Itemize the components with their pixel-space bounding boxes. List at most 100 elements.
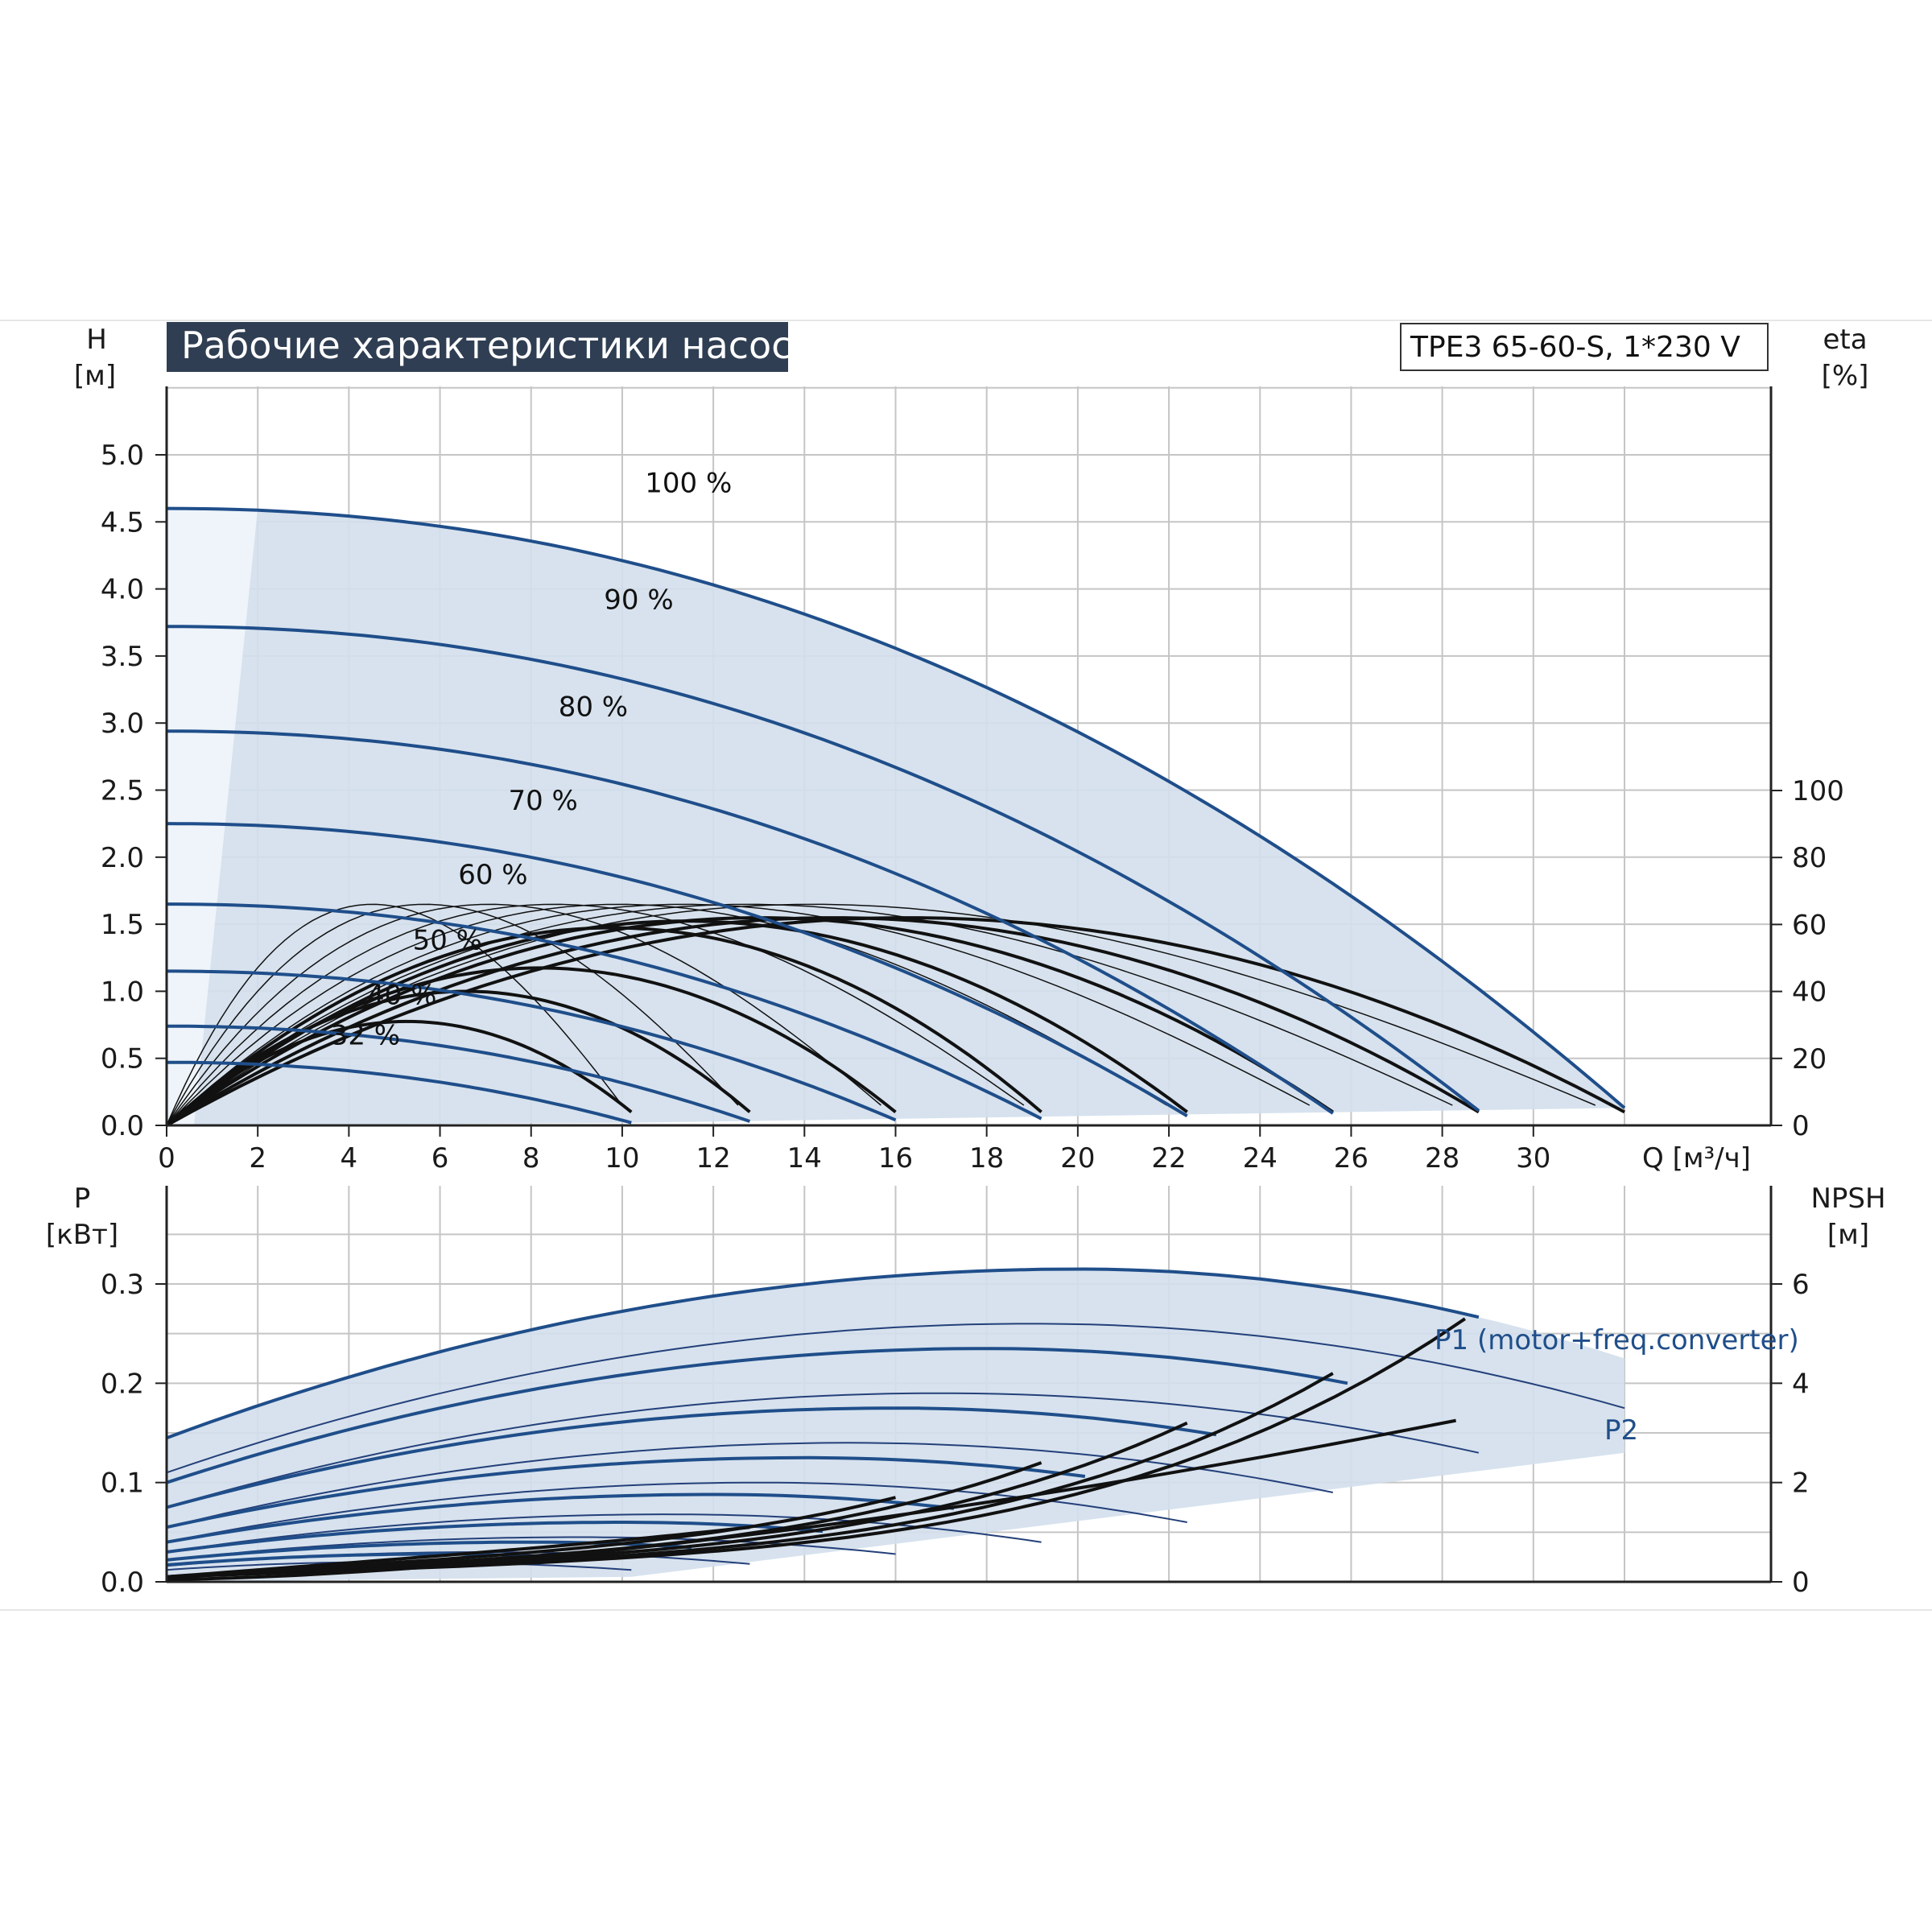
y-tick-label: 3.0 (101, 708, 144, 740)
model-label: TPE3 65-60-S, 1*230 V (1410, 331, 1740, 364)
power-area (167, 1269, 1624, 1582)
npsh-curve (166, 1525, 750, 1579)
p1-curve (166, 1406, 1217, 1509)
head-curve (167, 1060, 632, 1125)
head-curve (166, 822, 1188, 1118)
speed-label: 80 % (559, 691, 628, 724)
head-plot: 100 % 90 % 80 % 70 % 60 % 50 % 40 % 32 % (165, 467, 1626, 1127)
head-axes: 0 2 4 6 8 10 12 14 16 18 20 22 24 26 28 300.00.51.01.52… (101, 386, 1844, 1174)
efficiency-envelope (166, 903, 1453, 1126)
efficiency-envelope (166, 903, 623, 1126)
npsh-axis-unit: [м] (1827, 1219, 1869, 1251)
y2-tick-label: 40 (1792, 976, 1827, 1009)
p-tick-label: 0.0 (101, 1567, 144, 1599)
p1-curve (166, 1455, 1086, 1530)
efficiency-envelope (166, 903, 739, 1126)
p-tick-label: 0.2 (101, 1368, 144, 1400)
x-tick-label: 26 (1334, 1142, 1368, 1174)
x-tick-label: 12 (696, 1142, 730, 1174)
y-tick-label: 1.0 (101, 976, 144, 1008)
p-tick-label: 0.1 (101, 1468, 144, 1500)
eta-axis-unit: [%] (1822, 360, 1869, 392)
y-tick-label: 1.5 (101, 909, 144, 941)
head-curve (167, 1024, 751, 1123)
p-axis-label: P (74, 1183, 91, 1215)
speed-label: 70 % (508, 785, 577, 817)
efficiency-curve (165, 1019, 633, 1127)
model-box (1400, 323, 1769, 371)
efficiency-curve (165, 916, 1334, 1127)
p1-series-label: P1 (motor+freq.converter) (1435, 1324, 1799, 1356)
x-tick-label: 22 (1151, 1142, 1186, 1174)
eta-axis-label: eta (1823, 324, 1867, 356)
p-tick-label: 0.3 (101, 1269, 144, 1301)
y2-tick-label: 0 (1792, 1110, 1810, 1142)
head-curve (167, 969, 897, 1122)
x-tick-label: 8 (522, 1142, 540, 1174)
speed-label: 100 % (645, 467, 732, 499)
npsh-tick-label: 4 (1792, 1368, 1810, 1400)
y-tick-label: 2.0 (101, 842, 144, 874)
p2-curve (166, 1442, 1333, 1529)
x-tick-label: 28 (1425, 1142, 1459, 1174)
npsh-tick-label: 0 (1792, 1567, 1810, 1599)
efficiency-envelope (166, 903, 1167, 1126)
p1-curve (166, 1521, 824, 1554)
p2-series-label: P2 (1604, 1414, 1638, 1447)
speed-label: 60 % (458, 859, 527, 891)
efficiency-curve (165, 916, 1480, 1127)
y2-tick-label: 60 (1792, 909, 1827, 941)
x-tick-label: 14 (787, 1142, 822, 1174)
efficiency-curve (166, 916, 1625, 1127)
npsh-axis-label: NPSH (1810, 1183, 1885, 1215)
p2-curve (166, 1323, 1625, 1474)
y2-tick-label: 100 (1792, 775, 1844, 807)
x-tick-label: 20 (1060, 1142, 1095, 1174)
y2-tick-label: 80 (1792, 842, 1827, 874)
y-tick-label: 4.0 (101, 574, 144, 606)
efficiency-curve (165, 926, 1042, 1127)
x-tick-label: 2 (249, 1142, 266, 1174)
chart-title: Рабочие характеристики насоса (181, 324, 815, 367)
speed-label: 32 % (331, 1020, 400, 1052)
speed-label: 40 % (367, 980, 436, 1012)
head-curve (167, 902, 1042, 1121)
q-axis-label: Q [м³/ч] (1642, 1142, 1751, 1174)
npsh-envelope (166, 1418, 1456, 1581)
x-tick-label: 0 (158, 1142, 175, 1174)
y-tick-label: 2.5 (101, 775, 144, 807)
x-tick-label: 6 (431, 1142, 449, 1174)
x-tick-label: 10 (605, 1142, 639, 1174)
p-axis-unit: [кВт] (46, 1219, 118, 1251)
p2-curve (166, 1536, 896, 1561)
x-tick-label: 30 (1516, 1142, 1550, 1174)
head-curve (166, 506, 1626, 1109)
title-box (167, 322, 788, 372)
efficiency-envelope (166, 903, 881, 1126)
y-tick-label: 4.5 (101, 506, 144, 539)
y-tick-label: 0.5 (101, 1043, 144, 1075)
x-tick-label: 18 (969, 1142, 1004, 1174)
power-plot (166, 1267, 1625, 1582)
y-tick-label: 0.0 (101, 1110, 144, 1142)
efficiency-envelope (166, 903, 1025, 1126)
y2-tick-label: 20 (1792, 1043, 1827, 1075)
speed-label: 90 % (604, 584, 673, 616)
h-axis-unit: [м] (74, 360, 116, 392)
npsh-tick-label: 2 (1792, 1468, 1810, 1500)
y-tick-label: 5.0 (101, 440, 144, 472)
head-curve (167, 729, 1334, 1115)
npsh-curve (166, 1496, 896, 1579)
y-tick-label: 3.5 (101, 641, 144, 673)
npsh-tick-label: 6 (1792, 1269, 1810, 1301)
p1-curve (166, 1347, 1348, 1484)
x-tick-label: 24 (1243, 1142, 1278, 1174)
head-curve (166, 625, 1480, 1113)
x-tick-label: 16 (878, 1142, 913, 1174)
power-axes: 0.0 0.1 0.2 0.3 0 2 4 6 (101, 1186, 1810, 1599)
p2-curve (166, 1392, 1480, 1509)
p1-curve (166, 1267, 1480, 1440)
x-tick-label: 4 (341, 1142, 358, 1174)
h-axis-label: H (86, 324, 107, 356)
